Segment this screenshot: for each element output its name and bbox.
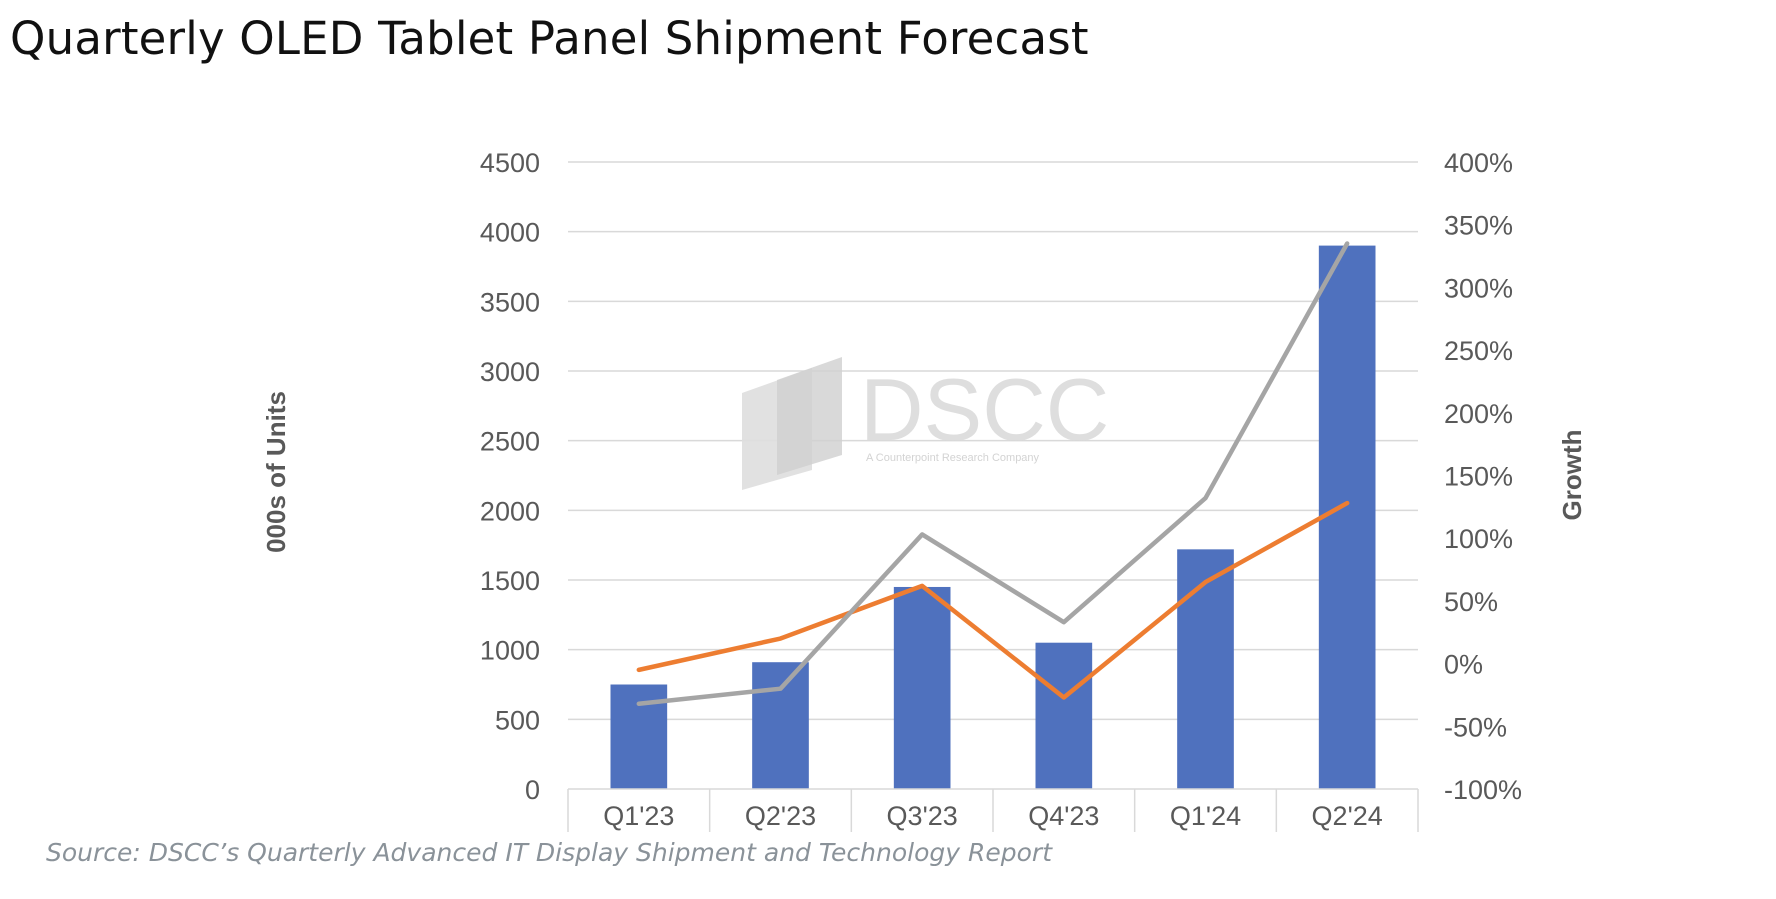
- x-tick-label: Q1'23: [603, 801, 674, 831]
- watermark-logo: DSCC A Counterpoint Research Company: [742, 357, 1109, 490]
- y-tick-label: 2500: [480, 427, 540, 457]
- y-tick-label: 0: [525, 775, 540, 805]
- y2-tick-label: 200%: [1444, 399, 1513, 429]
- y-tick-label: 500: [495, 705, 540, 735]
- y2-tick-label: -50%: [1444, 712, 1507, 742]
- x-axis: [568, 789, 1418, 832]
- x-tick-label: Q3'23: [887, 801, 958, 831]
- x-tick-label: Q2'23: [745, 801, 816, 831]
- watermark-tagline: A Counterpoint Research Company: [866, 452, 1040, 464]
- y2-tick-label: 350%: [1444, 211, 1513, 241]
- y-axis-right: -100% -50% 0% 50% 100% 150% 200% 250% 300% 350% 40…: [1444, 148, 1522, 805]
- y2-tick-label: 50%: [1444, 587, 1498, 617]
- y-tick-label: 1500: [480, 566, 540, 596]
- y-axis-left: 0 500 1000 1500 2000 2500 3000 3500 4000 4500: [480, 148, 540, 805]
- watermark-brand: DSCC: [860, 360, 1109, 459]
- bar: [1036, 643, 1093, 789]
- y-tick-label: 1000: [480, 636, 540, 666]
- y-tick-label: 4000: [480, 218, 540, 248]
- y-tick-label: 2000: [480, 496, 540, 526]
- bar-series: [611, 246, 1376, 789]
- y-tick-label: 3500: [480, 287, 540, 317]
- y2-tick-label: -100%: [1444, 775, 1522, 805]
- source-note: Source: DSCC’s Quarterly Advanced IT Dis…: [46, 838, 1052, 867]
- y2-tick-label: 100%: [1444, 524, 1513, 554]
- x-tick-label: Q4'23: [1028, 801, 1099, 831]
- x-tick-label: Q1'24: [1170, 801, 1241, 831]
- y-tick-label: 3000: [480, 357, 540, 387]
- y-axis-label: 000s of Units: [261, 391, 291, 553]
- y-tick-label: 4500: [480, 148, 540, 178]
- y2-axis-label: Growth: [1557, 430, 1587, 521]
- y2-tick-label: 0%: [1444, 650, 1483, 680]
- watermark-cube-face-icon: [777, 357, 842, 475]
- y2-tick-label: 250%: [1444, 336, 1513, 366]
- y2-tick-label: 150%: [1444, 462, 1513, 492]
- bar: [1319, 246, 1376, 789]
- series-line: [639, 503, 1347, 697]
- bar: [1177, 549, 1234, 789]
- y2-tick-label: 400%: [1444, 148, 1513, 178]
- y2-tick-label: 300%: [1444, 273, 1513, 303]
- x-tick-label: Q2'24: [1312, 801, 1383, 831]
- bar: [752, 662, 809, 789]
- bar: [894, 587, 951, 789]
